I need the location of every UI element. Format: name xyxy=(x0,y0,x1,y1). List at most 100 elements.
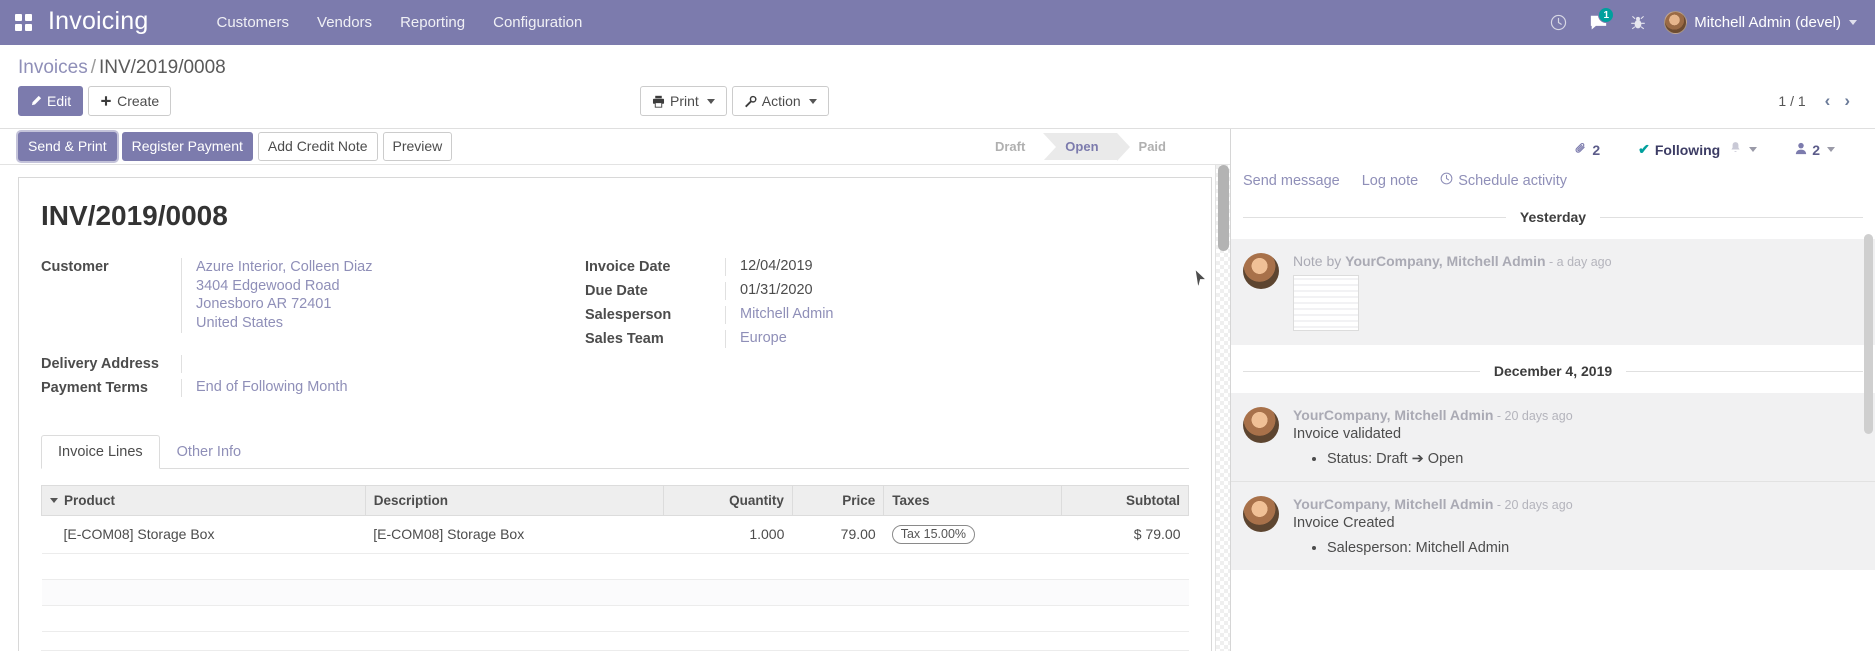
field-value-invoice-date[interactable]: 12/04/2019 xyxy=(725,258,1065,276)
column-header-taxes[interactable]: Taxes xyxy=(883,484,1062,516)
stage-paid[interactable]: Paid xyxy=(1138,139,1166,154)
notebook-tabs: Invoice Lines Other Info xyxy=(41,434,1189,469)
message-body: Note by YourCompany, Mitchell Admin - a … xyxy=(1293,253,1861,331)
plus-icon xyxy=(100,95,112,107)
message-text: Invoice Created xyxy=(1293,515,1395,531)
column-header-subtotal[interactable]: Subtotal xyxy=(1061,484,1190,516)
breadcrumb-separator: / xyxy=(90,57,96,78)
tab-invoice-lines[interactable]: Invoice Lines xyxy=(41,434,160,469)
action-button[interactable]: Action xyxy=(731,86,829,116)
message-body: YourCompany, Mitchell Admin - 20 days ag… xyxy=(1293,496,1861,556)
column-header-price[interactable]: Price xyxy=(792,484,885,516)
column-header-description[interactable]: Description xyxy=(365,484,665,516)
scrollbar-thumb[interactable] xyxy=(1864,234,1873,434)
table-row[interactable]: [E-COM08] Storage Box [E-COM08] Storage … xyxy=(41,515,1189,554)
cell-quantity[interactable]: 1.000 xyxy=(663,515,793,554)
message-header: YourCompany, Mitchell Admin - 20 days ag… xyxy=(1293,407,1861,423)
note-thumbnail[interactable] xyxy=(1293,275,1359,331)
menu-item-vendors[interactable]: Vendors xyxy=(317,14,373,31)
paperclip-icon xyxy=(1574,142,1587,158)
clock-icon[interactable] xyxy=(1538,0,1578,45)
field-salesperson: Salesperson Mitchell Admin xyxy=(585,306,1065,324)
chevron-down-icon[interactable] xyxy=(1827,147,1835,152)
attachment-count[interactable]: 2 xyxy=(1574,142,1600,158)
bell-icon[interactable] xyxy=(1729,141,1742,158)
print-button-label: Print xyxy=(670,93,699,109)
create-button[interactable]: Create xyxy=(88,86,172,116)
field-payment-terms: Payment Terms End of Following Month xyxy=(41,378,521,397)
pager: 1 / 1 ‹ › xyxy=(1778,91,1857,111)
chatter-message: YourCompany, Mitchell Admin - 20 days ag… xyxy=(1231,393,1875,481)
stage-draft[interactable]: Draft xyxy=(994,139,1026,154)
chevron-down-icon[interactable] xyxy=(1749,147,1758,152)
chatter-panel: 2 ✔ Following 2 Send message Log note xyxy=(1231,129,1875,651)
cell-price[interactable]: 79.00 xyxy=(792,515,884,554)
sort-caret-icon xyxy=(50,497,58,503)
cell-description[interactable]: [E-COM08] Storage Box xyxy=(365,515,664,554)
field-value-delivery-address[interactable] xyxy=(181,354,521,373)
table-row-empty xyxy=(41,553,1189,580)
check-icon: ✔ xyxy=(1638,141,1650,157)
column-header-product[interactable]: Product xyxy=(41,484,366,516)
follower-count[interactable]: 2 xyxy=(1795,142,1835,158)
follower-count-value: 2 xyxy=(1812,141,1820,158)
stage-open[interactable]: Open xyxy=(1043,133,1130,161)
avatar xyxy=(1243,496,1279,532)
edit-button-label: Edit xyxy=(47,93,72,109)
chatter-scrollbar[interactable] xyxy=(1862,234,1875,651)
message-bullet: Status: Draft ➔ Open xyxy=(1327,451,1861,467)
navbar-right: 1 Mitchell Admin (devel) xyxy=(1538,0,1865,45)
edit-button[interactable]: Edit xyxy=(18,86,84,116)
following-toggle[interactable]: ✔ Following xyxy=(1638,141,1758,158)
user-menu[interactable]: Mitchell Admin (devel) xyxy=(1658,11,1865,34)
cell-taxes[interactable]: Tax 15.00% xyxy=(883,515,1062,554)
send-message-button[interactable]: Send message xyxy=(1243,172,1340,189)
add-credit-note-button[interactable]: Add Credit Note xyxy=(257,132,378,161)
table-row-empty xyxy=(41,605,1189,632)
top-navbar: Invoicing Customers Vendors Reporting Co… xyxy=(0,0,1875,45)
menu-item-customers[interactable]: Customers xyxy=(216,14,290,31)
field-value-customer[interactable]: Azure Interior, Colleen Diaz 3404 Edgewo… xyxy=(181,258,521,333)
schedule-activity-button[interactable]: Schedule activity xyxy=(1440,172,1567,189)
breadcrumb-current: INV/2019/0008 xyxy=(98,57,226,78)
field-value-salesperson[interactable]: Mitchell Admin xyxy=(725,306,1065,324)
pager-previous-button[interactable]: ‹ xyxy=(1824,91,1831,110)
add-line-strip[interactable] xyxy=(41,649,1189,651)
pencil-icon xyxy=(30,95,42,107)
log-note-button[interactable]: Log note xyxy=(1361,172,1419,189)
send-and-print-button[interactable]: Send & Print xyxy=(18,132,117,161)
form-vertical-scrollbar[interactable] xyxy=(1215,165,1230,651)
chatter-message: YourCompany, Mitchell Admin - 20 days ag… xyxy=(1231,481,1875,570)
menu-item-reporting[interactable]: Reporting xyxy=(400,14,466,31)
bug-icon[interactable] xyxy=(1618,0,1658,45)
scrollbar-thumb[interactable] xyxy=(1218,165,1229,251)
menu-item-configuration[interactable]: Configuration xyxy=(493,14,583,31)
pager-next-button[interactable]: › xyxy=(1844,91,1850,110)
register-payment-button[interactable]: Register Payment xyxy=(121,132,253,161)
form-group-left: Customer Azure Interior, Colleen Diaz 34… xyxy=(41,258,521,403)
divider xyxy=(1600,216,1864,218)
workspace: Send & Print Register Payment Add Credit… xyxy=(0,129,1875,651)
preview-button[interactable]: Preview xyxy=(382,132,453,161)
message-time: - 20 days ago xyxy=(1493,498,1573,512)
field-label-delivery-address: Delivery Address xyxy=(41,355,159,372)
cell-product[interactable]: [E-COM08] Storage Box xyxy=(41,515,366,554)
field-sales-team: Sales Team Europe xyxy=(585,330,1065,348)
avatar xyxy=(1664,11,1688,34)
field-value-due-date[interactable]: 01/31/2020 xyxy=(725,282,1065,300)
tab-other-info[interactable]: Other Info xyxy=(176,443,242,460)
field-delivery-address: Delivery Address xyxy=(41,354,521,373)
column-header-quantity[interactable]: Quantity xyxy=(663,484,793,516)
field-label-invoice-date: Invoice Date xyxy=(585,259,671,275)
chat-bubble-icon[interactable]: 1 xyxy=(1578,0,1618,45)
form-view: Send & Print Register Payment Add Credit… xyxy=(0,129,1231,651)
field-value-sales-team[interactable]: Europe xyxy=(725,330,1065,348)
create-button-label: Create xyxy=(117,93,160,109)
print-button[interactable]: Print xyxy=(640,86,727,116)
app-brand[interactable]: Invoicing xyxy=(48,6,149,35)
date-separator-label: December 4, 2019 xyxy=(1493,363,1613,379)
apps-grid-icon[interactable] xyxy=(0,0,46,45)
message-author: YourCompany, Mitchell Admin xyxy=(1293,407,1494,423)
field-value-payment-terms[interactable]: End of Following Month xyxy=(181,378,521,397)
breadcrumb-invoices[interactable]: Invoices xyxy=(18,57,88,78)
